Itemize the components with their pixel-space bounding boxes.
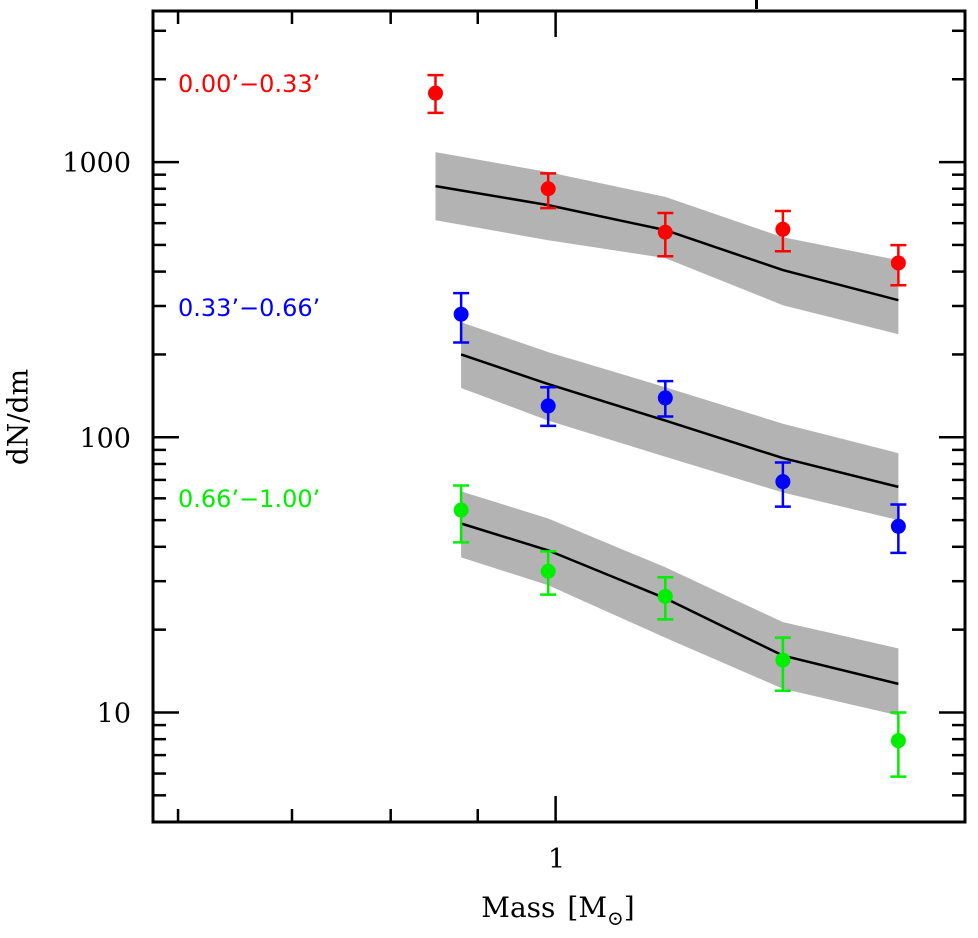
data-marker — [775, 221, 791, 237]
x-axis-label: Mass [M⊙] — [481, 891, 634, 930]
data-point — [657, 379, 674, 418]
tick-labels: 10 100 1000 1 — [62, 148, 565, 875]
axis-ticks — [153, 11, 965, 822]
model-band-1 — [461, 322, 899, 521]
data-point — [890, 503, 907, 555]
data-point — [890, 711, 907, 778]
data-marker — [453, 306, 469, 322]
data-point — [540, 550, 557, 596]
x-axis-label-unit-open: [M — [567, 891, 607, 924]
data-point — [657, 211, 674, 258]
data-point — [774, 209, 791, 253]
x-axis-label-unit-close: ] — [624, 891, 635, 924]
data-marker — [890, 255, 906, 271]
legend-label-inner: 0.00’−0.33’ — [178, 70, 320, 98]
data-point — [657, 576, 674, 621]
data-marker — [890, 733, 906, 749]
data-marker — [427, 85, 443, 101]
data-point — [427, 73, 444, 115]
data-marker — [775, 652, 791, 668]
sun-symbol-icon: ⊙ — [607, 906, 624, 930]
y-tick-label: 10 — [97, 698, 131, 729]
y-tick-label: 1000 — [62, 148, 131, 179]
plot-frame — [151, 9, 967, 824]
data-marker — [540, 398, 556, 414]
data-point — [540, 172, 557, 210]
data-marker — [540, 181, 556, 197]
data-marker — [890, 518, 906, 534]
data-marker — [657, 588, 673, 604]
x-tick-label: 1 — [548, 844, 565, 875]
x-axis-label-main: Mass — [481, 891, 555, 924]
legend-label-middle: 0.33’−0.66’ — [178, 294, 320, 322]
y-tick-label: 100 — [79, 423, 131, 454]
data-point — [774, 461, 791, 508]
y-axis-label: dN/dm — [2, 369, 35, 465]
data-points — [427, 73, 907, 778]
title-fragment — [755, 0, 758, 9]
data-marker — [657, 224, 673, 240]
data-point — [890, 243, 907, 287]
data-marker — [775, 474, 791, 490]
data-point — [453, 291, 470, 344]
model-band-0 — [435, 152, 899, 335]
data-marker — [540, 563, 556, 579]
data-point — [453, 484, 470, 544]
data-marker — [453, 502, 469, 518]
model-band-2 — [461, 491, 899, 716]
model-line-1 — [460, 353, 899, 489]
data-point — [774, 636, 791, 692]
data-point — [540, 385, 557, 428]
data-marker — [657, 390, 673, 406]
legend-label-outer: 0.66’−1.00’ — [178, 485, 320, 513]
